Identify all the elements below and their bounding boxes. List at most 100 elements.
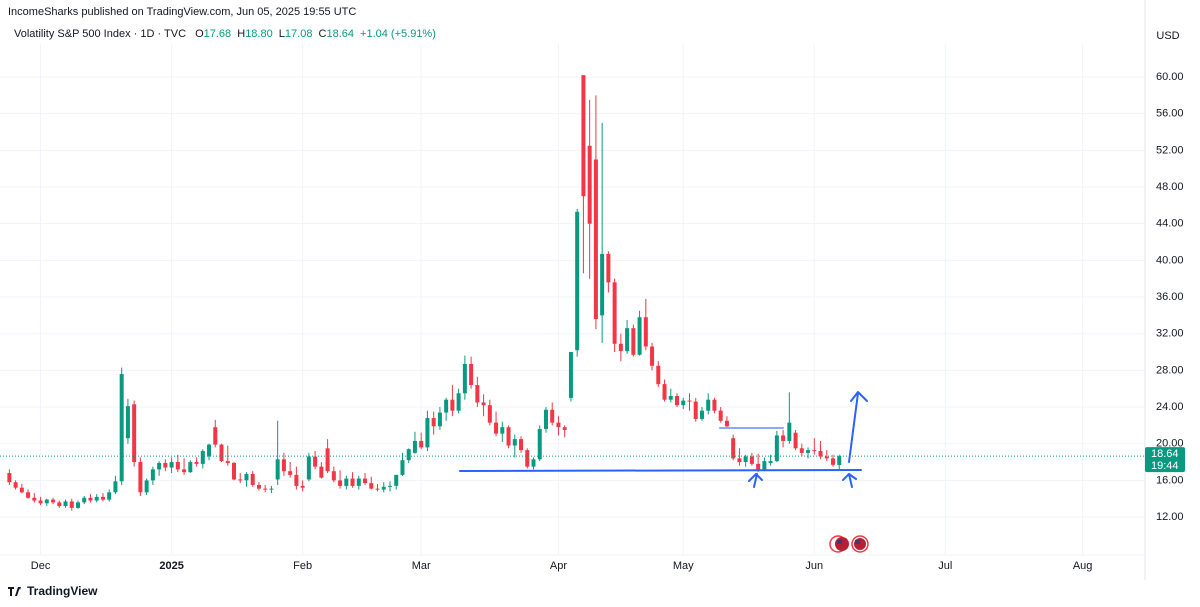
candle-body: [338, 480, 343, 486]
candle-body: [494, 422, 499, 434]
candle-body: [756, 463, 761, 470]
candle-body: [175, 462, 180, 470]
x-tick-label: Jun: [805, 560, 823, 572]
candle-body: [256, 484, 261, 489]
candle-body: [125, 406, 130, 439]
x-tick-label: Apr: [550, 560, 567, 572]
candle-body: [244, 473, 249, 481]
candle-body: [157, 462, 162, 470]
candle-body: [219, 444, 224, 462]
candle-body: [238, 479, 243, 481]
candle-body: [762, 461, 767, 470]
symbol-title: Volatility S&P 500 Index · 1D · TVC: [14, 28, 186, 40]
candle-body: [188, 462, 193, 473]
y-tick-label: 28.00: [1156, 364, 1184, 376]
candle-body: [150, 469, 155, 481]
candle-body: [88, 497, 93, 501]
event-icons: [829, 535, 869, 553]
candle-body: [356, 478, 361, 486]
candle-body: [793, 432, 798, 449]
candles: [0, 75, 1145, 511]
candle-body: [506, 427, 511, 446]
brand-logo: TradingView: [8, 584, 98, 598]
candle-body: [32, 497, 37, 501]
candle-body: [412, 440, 417, 453]
candle-body: [668, 396, 673, 400]
candle-body: [450, 399, 455, 411]
candle-body: [144, 480, 149, 493]
candle-body: [718, 410, 723, 421]
candle-body: [288, 471, 293, 475]
candle-body: [431, 418, 436, 427]
event-icon: [855, 540, 860, 544]
candle-body: [138, 462, 143, 493]
candle-body: [387, 485, 392, 487]
candle-body: [406, 449, 411, 461]
candle-body: [743, 456, 748, 463]
last-price-label: 18.64: [1151, 448, 1179, 460]
candle-body: [643, 317, 648, 347]
arrow-projection: [848, 391, 868, 463]
candle-body: [650, 346, 655, 366]
x-tick-label: Feb: [293, 560, 312, 572]
candle-body: [7, 473, 12, 483]
candle-body: [475, 385, 480, 403]
ohlc-key: L: [279, 28, 285, 40]
candle-body: [687, 400, 692, 402]
support-line: [459, 469, 862, 472]
candle-body: [699, 410, 704, 419]
y-tick-label: 16.00: [1156, 474, 1184, 486]
candle-body: [724, 420, 729, 427]
ohlc-value: 17.08: [285, 28, 313, 40]
change: +1.04 (+5.91%): [360, 28, 436, 40]
candle-body: [656, 365, 661, 385]
candle-body: [319, 466, 324, 478]
y-tick-label: 36.00: [1156, 291, 1184, 303]
candle-body: [575, 211, 580, 351]
x-tick-label: 2025: [159, 560, 183, 572]
candle-body: [768, 461, 773, 463]
candle-body: [63, 501, 68, 507]
y-tick-label: 44.00: [1156, 218, 1184, 230]
grid: [0, 0, 1145, 555]
candle-body: [824, 456, 829, 459]
candle-body: [581, 75, 586, 197]
candle-body: [600, 253, 605, 316]
candle-body: [69, 501, 74, 508]
candle-body: [562, 427, 567, 430]
candle-body: [712, 399, 717, 411]
candle-body: [207, 444, 212, 457]
candle-body: [737, 458, 742, 463]
candle-body: [625, 328, 630, 352]
candle-body: [781, 435, 786, 441]
candle-body: [706, 399, 711, 411]
candle-body: [331, 471, 336, 481]
candle-body: [425, 418, 430, 448]
x-tick-label: Mar: [412, 560, 431, 572]
y-tick-label: 40.00: [1156, 254, 1184, 266]
candle-body: [774, 435, 779, 462]
candle-body: [550, 409, 555, 423]
candle-body: [200, 451, 205, 464]
candle-body: [606, 253, 611, 283]
legend: Volatility S&P 500 Index · 1D · TVC O17.…: [14, 28, 436, 40]
y-tick-label: 48.00: [1156, 181, 1184, 193]
candle-body: [363, 478, 368, 484]
candle-body: [38, 500, 43, 504]
candle-body: [13, 482, 18, 488]
annotations: [459, 391, 868, 488]
brand: TradingView: [27, 584, 98, 598]
x-tick-label: Jul: [938, 560, 952, 572]
candle-body: [500, 427, 505, 434]
ohlc-value: 18.64: [326, 28, 354, 40]
candle-body: [113, 481, 118, 493]
candle-body: [568, 352, 573, 398]
candle-body: [344, 478, 349, 486]
candle-body: [593, 159, 598, 320]
candle-body: [519, 439, 524, 451]
candle-body: [163, 462, 168, 468]
candle-body: [57, 502, 62, 507]
candle-body: [481, 402, 486, 406]
candle-body: [637, 317, 642, 355]
